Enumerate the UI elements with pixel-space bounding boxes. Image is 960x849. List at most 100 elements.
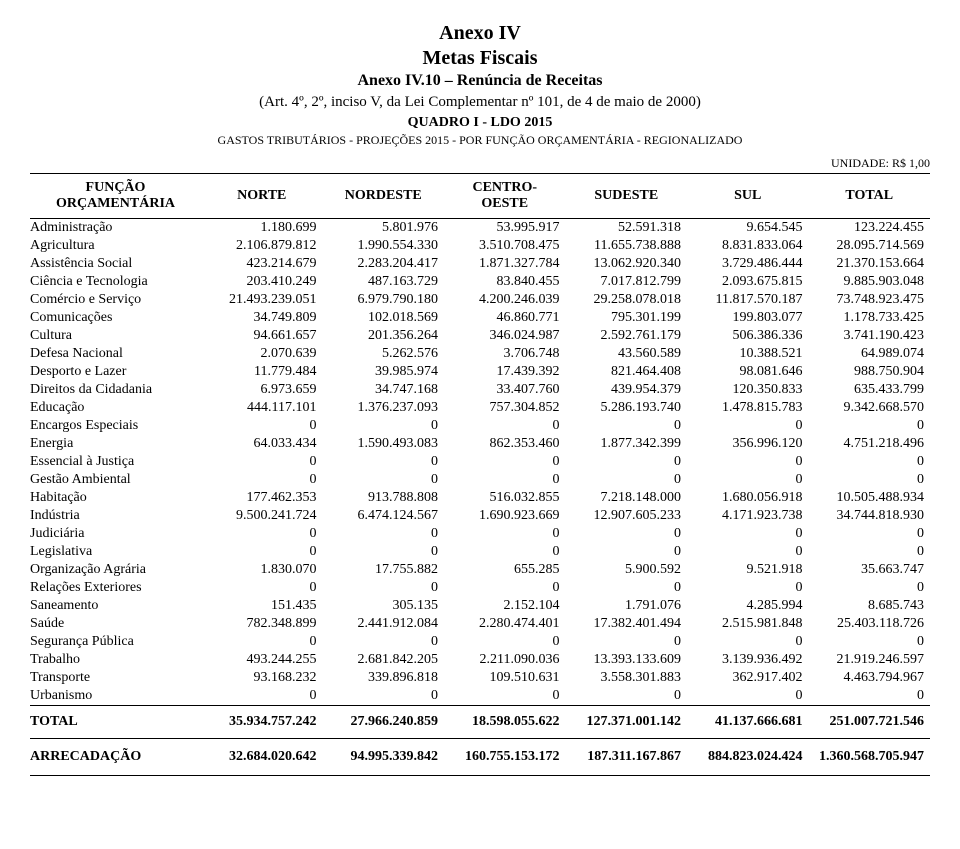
row-value: 913.788.808	[323, 489, 445, 507]
row-label: Comunicações	[30, 309, 201, 327]
row-value: 0	[566, 525, 688, 543]
table-row: Saneamento151.435305.1352.152.1041.791.0…	[30, 597, 930, 615]
row-value: 2.515.981.848	[687, 615, 809, 633]
row-value: 13.062.920.340	[566, 255, 688, 273]
row-value: 2.211.090.036	[444, 651, 566, 669]
row-label: Administração	[30, 219, 201, 238]
row-value: 151.435	[201, 597, 323, 615]
row-value: 5.900.592	[566, 561, 688, 579]
row-value: 346.024.987	[444, 327, 566, 345]
row-value: 5.801.976	[323, 219, 445, 238]
row-value: 7.017.812.799	[566, 273, 688, 291]
row-value: 83.840.455	[444, 273, 566, 291]
row-label: ARRECADAÇÃO	[30, 739, 201, 776]
col-header-sul: SUL	[687, 174, 809, 219]
row-value: 21.493.239.051	[201, 291, 323, 309]
row-value: 862.353.460	[444, 435, 566, 453]
table-row: Indústria9.500.241.7246.474.124.5671.690…	[30, 507, 930, 525]
row-value: 884.823.024.424	[687, 739, 809, 776]
total-row: TOTAL35.934.757.24227.966.240.85918.598.…	[30, 706, 930, 739]
row-value: 4.751.218.496	[809, 435, 931, 453]
row-value: 35.663.747	[809, 561, 931, 579]
row-label: TOTAL	[30, 706, 201, 739]
document-header: Anexo IV Metas Fiscais Anexo IV.10 – Ren…	[30, 22, 930, 148]
row-value: 0	[323, 471, 445, 489]
row-label: Assistência Social	[30, 255, 201, 273]
row-value: 9.342.668.570	[809, 399, 931, 417]
title-metas: Metas Fiscais	[30, 47, 930, 70]
row-value: 1.376.237.093	[323, 399, 445, 417]
row-value: 10.505.488.934	[809, 489, 931, 507]
row-value: 8.831.833.064	[687, 237, 809, 255]
row-value: 2.441.912.084	[323, 615, 445, 633]
row-value: 11.817.570.187	[687, 291, 809, 309]
row-label: Segurança Pública	[30, 633, 201, 651]
row-value: 5.286.193.740	[566, 399, 688, 417]
col-header-centro-l1: CENTRO-	[472, 180, 537, 195]
row-value: 9.521.918	[687, 561, 809, 579]
row-value: 4.463.794.967	[809, 669, 931, 687]
row-label: Encargos Especiais	[30, 417, 201, 435]
row-label: Organização Agrária	[30, 561, 201, 579]
row-value: 0	[201, 525, 323, 543]
row-value: 0	[323, 579, 445, 597]
row-value: 64.989.074	[809, 345, 931, 363]
row-value: 0	[323, 417, 445, 435]
row-value: 93.168.232	[201, 669, 323, 687]
row-label: Desporto e Lazer	[30, 363, 201, 381]
row-value: 1.830.070	[201, 561, 323, 579]
row-value: 187.311.167.867	[566, 739, 688, 776]
table-row: Relações Exteriores000000	[30, 579, 930, 597]
table-row: Legislativa000000	[30, 543, 930, 561]
row-value: 635.433.799	[809, 381, 931, 399]
row-value: 1.360.568.705.947	[809, 739, 931, 776]
table-row: Organização Agrária1.830.07017.755.88265…	[30, 561, 930, 579]
row-value: 0	[809, 525, 931, 543]
row-value: 0	[809, 471, 931, 489]
table-row: Transporte93.168.232339.896.818109.510.6…	[30, 669, 930, 687]
col-header-funcao-l1: FUNÇÃO	[86, 180, 146, 195]
table-row: Essencial à Justiça000000	[30, 453, 930, 471]
col-header-total: TOTAL	[809, 174, 931, 219]
row-value: 11.655.738.888	[566, 237, 688, 255]
row-value: 52.591.318	[566, 219, 688, 238]
row-label: Energia	[30, 435, 201, 453]
row-value: 0	[444, 525, 566, 543]
row-value: 3.510.708.475	[444, 237, 566, 255]
row-value: 1.178.733.425	[809, 309, 931, 327]
row-value: 2.681.842.205	[323, 651, 445, 669]
row-value: 9.885.903.048	[809, 273, 931, 291]
row-value: 0	[687, 579, 809, 597]
table-row: Judiciária000000	[30, 525, 930, 543]
row-value: 34.749.809	[201, 309, 323, 327]
row-value: 655.285	[444, 561, 566, 579]
row-value: 0	[444, 687, 566, 706]
row-value: 10.388.521	[687, 345, 809, 363]
row-value: 4.285.994	[687, 597, 809, 615]
row-value: 0	[444, 453, 566, 471]
row-value: 0	[444, 543, 566, 561]
row-value: 29.258.078.018	[566, 291, 688, 309]
row-label: Trabalho	[30, 651, 201, 669]
row-value: 64.033.434	[201, 435, 323, 453]
row-value: 487.163.729	[323, 273, 445, 291]
table-row: Cultura94.661.657201.356.264346.024.9872…	[30, 327, 930, 345]
table-row: Ciência e Tecnologia203.410.249487.163.7…	[30, 273, 930, 291]
table-row: Defesa Nacional2.070.6395.262.5763.706.7…	[30, 345, 930, 363]
table-row: Agricultura2.106.879.8121.990.554.3303.5…	[30, 237, 930, 255]
row-value: 0	[566, 579, 688, 597]
row-value: 0	[444, 471, 566, 489]
row-value: 109.510.631	[444, 669, 566, 687]
table-header-row: FUNÇÃO ORÇAMENTÁRIA NORTE NORDESTE CENTR…	[30, 174, 930, 219]
row-value: 0	[323, 525, 445, 543]
row-value: 3.706.748	[444, 345, 566, 363]
row-value: 0	[201, 453, 323, 471]
row-value: 123.224.455	[809, 219, 931, 238]
row-value: 73.748.923.475	[809, 291, 931, 309]
row-value: 1.590.493.083	[323, 435, 445, 453]
row-value: 516.032.855	[444, 489, 566, 507]
row-value: 0	[687, 471, 809, 489]
row-value: 2.106.879.812	[201, 237, 323, 255]
data-table: FUNÇÃO ORÇAMENTÁRIA NORTE NORDESTE CENTR…	[30, 173, 930, 776]
row-value: 795.301.199	[566, 309, 688, 327]
